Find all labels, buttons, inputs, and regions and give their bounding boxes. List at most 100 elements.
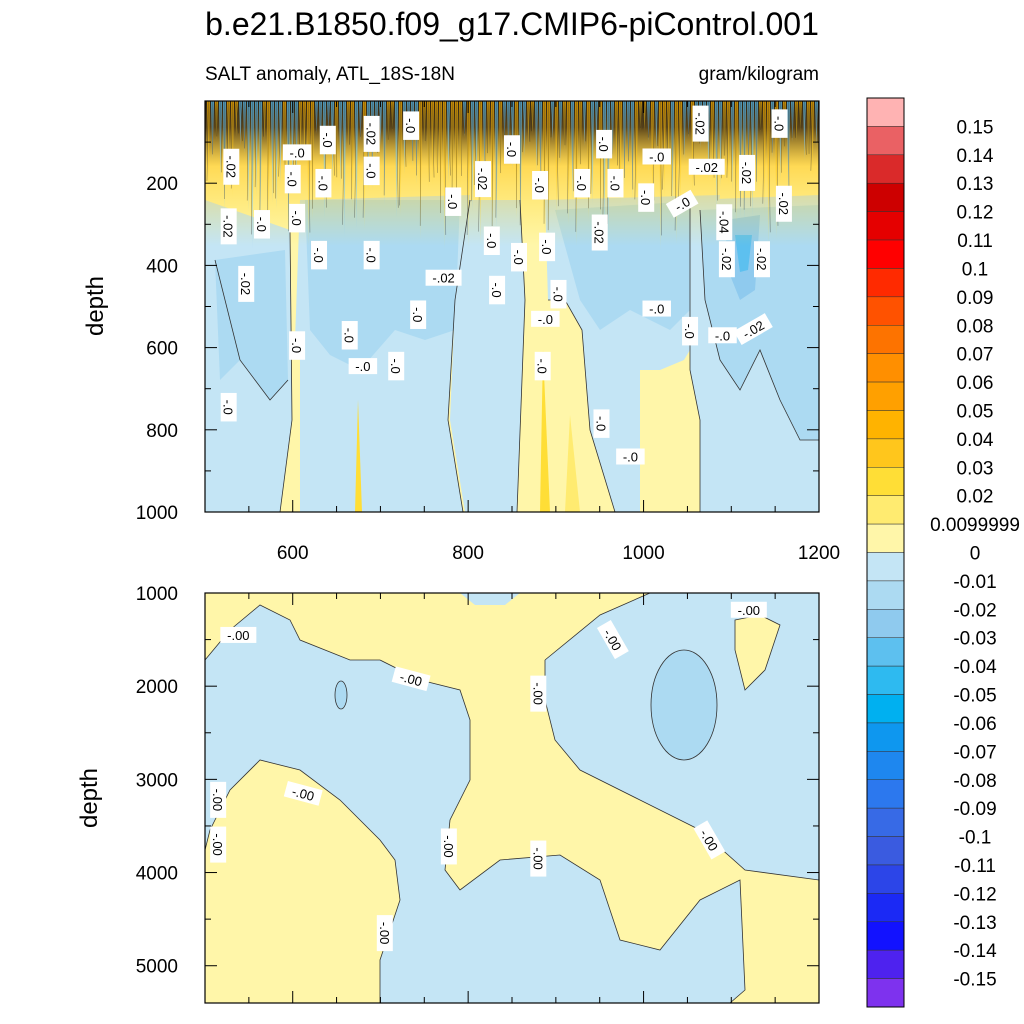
- surface-drip: [659, 101, 662, 251]
- lower-contour-label-5: -.00: [440, 828, 457, 865]
- colorbar-label: -0.06: [953, 714, 996, 735]
- surface-contour-line: [460, 101, 462, 176]
- upper-contour-label-19: -.0: [410, 300, 427, 329]
- surface-drip: [807, 101, 810, 160]
- contour-label-text: -.0: [489, 282, 504, 297]
- upper-contour-label-22: -.02: [475, 161, 492, 198]
- upper-contour-label-35: -.0: [607, 168, 624, 198]
- contour-label-text: -.0: [550, 287, 565, 302]
- surface-contour-line: [399, 101, 401, 206]
- surface-drip: [467, 101, 470, 250]
- colorbar-label: 0.13: [957, 174, 994, 195]
- contour-label-text: -.0: [623, 450, 638, 465]
- upper-contour-label-29: -.0: [531, 310, 560, 327]
- surface-drip: [423, 101, 426, 146]
- surface-drip: [471, 101, 474, 213]
- colorbar-label: -0.15: [953, 970, 996, 991]
- contour-label-box: [282, 144, 312, 161]
- surface-drip: [535, 101, 538, 173]
- colorbar: 0.15 0.14 0.13 0.12 0.11 0.1 0.09 0.08 0.07 0.06 0…: [866, 97, 1020, 1008]
- contour-label-text: -.0: [772, 116, 787, 131]
- contour-label-text: -.0: [311, 248, 326, 263]
- surface-contour-line: [816, 101, 818, 143]
- surface-contour-line: [466, 101, 469, 235]
- contour-label-box: [238, 265, 255, 302]
- contour-label-box: [534, 351, 551, 381]
- contour-label-box: [539, 232, 556, 262]
- surface-drip: [655, 101, 658, 152]
- colorbar-swatch: [866, 467, 905, 496]
- contour-label-text: -.0: [638, 190, 653, 205]
- surface-drip: [207, 101, 210, 190]
- contour-label-box: [665, 189, 699, 218]
- lower-axis-ticks: 1000 2000 3000 4000 5000: [136, 584, 820, 1003]
- contour-label-text: -.0: [649, 149, 664, 164]
- surface-drip: [719, 101, 722, 187]
- contour-label-box: [220, 392, 237, 422]
- contour-label-text: -.02: [592, 221, 607, 243]
- colorbar-label: 0.03: [957, 458, 994, 479]
- surface-contour-line: [528, 101, 531, 142]
- contour-label-box: [688, 158, 725, 175]
- contour-label-text: -.02: [693, 112, 708, 134]
- upper-contour-label-38: -.02: [688, 158, 725, 175]
- colorbar-label: 0.05: [957, 401, 994, 422]
- surface-drip: [531, 101, 534, 135]
- upper-contour-label-23: -.0: [483, 226, 500, 255]
- colorbar-label: 0.11: [957, 231, 993, 252]
- surface-drip: [235, 101, 238, 138]
- surface-drip: [239, 101, 242, 146]
- contour-label-text: -.04: [716, 211, 731, 233]
- colorbar-label: 0.06: [957, 373, 994, 394]
- surface-drip: [731, 101, 734, 191]
- surface-drip: [339, 101, 342, 188]
- contour-label-box: [682, 316, 699, 346]
- contour-label-box: [591, 214, 608, 251]
- upper-contour-label-2: -.0: [284, 164, 301, 194]
- contour-label-box: [391, 666, 431, 692]
- contour-label-text: -.0: [285, 172, 300, 187]
- contour-label-box: [425, 269, 462, 286]
- colorbar-swatch: [866, 211, 905, 241]
- upper-pocket-warm-2: [540, 350, 550, 512]
- lower-y-tick-label: 3000: [136, 770, 178, 791]
- contour-label-box: [289, 203, 306, 233]
- surface-contour-line: [559, 101, 561, 158]
- surface-drip: [275, 101, 278, 210]
- contour-label-box: [532, 171, 549, 200]
- upper-contour-label-13: -.0: [289, 331, 306, 360]
- surface-drip: [427, 101, 430, 191]
- colorbar-swatch: [866, 949, 905, 979]
- lower-region-neg-top: [460, 593, 520, 605]
- surface-drip: [635, 101, 638, 211]
- contour-label-box: [348, 358, 378, 375]
- contour-label-text: -.0: [289, 338, 304, 353]
- surface-drip: [351, 101, 354, 211]
- contour-label-text: -.0: [364, 163, 379, 178]
- lower-contour-label-7: -.00: [530, 840, 547, 877]
- surface-drip: [475, 101, 478, 195]
- surface-contour-line: [436, 101, 438, 173]
- surface-contour-line: [267, 101, 269, 224]
- surface-contour-line: [495, 101, 497, 218]
- surface-contour-line: [662, 101, 665, 190]
- surface-contour-line: [424, 101, 426, 141]
- surface-contour-line: [567, 101, 569, 214]
- surface-contour-line: [808, 101, 810, 154]
- contour-label-box: [550, 279, 567, 309]
- upper-contour-label-28: -.0: [489, 275, 506, 305]
- surface-drip: [711, 101, 714, 187]
- upper-x-tick-label: 800: [452, 543, 484, 564]
- surface-contour-line: [236, 101, 239, 134]
- colorbar-label: 0.04: [957, 430, 994, 451]
- surface-drip: [251, 101, 254, 250]
- upper-contour-label-31: -.0: [550, 279, 567, 309]
- contour-label-box: [574, 168, 591, 198]
- surface-drip: [619, 101, 622, 205]
- contour-label-text: -.02: [696, 160, 718, 175]
- contour-label-text: -.0: [388, 359, 403, 374]
- contour-label-text: -.0: [221, 400, 236, 415]
- upper-contour-label-46: -.02: [753, 241, 770, 278]
- surface-drip: [543, 101, 546, 238]
